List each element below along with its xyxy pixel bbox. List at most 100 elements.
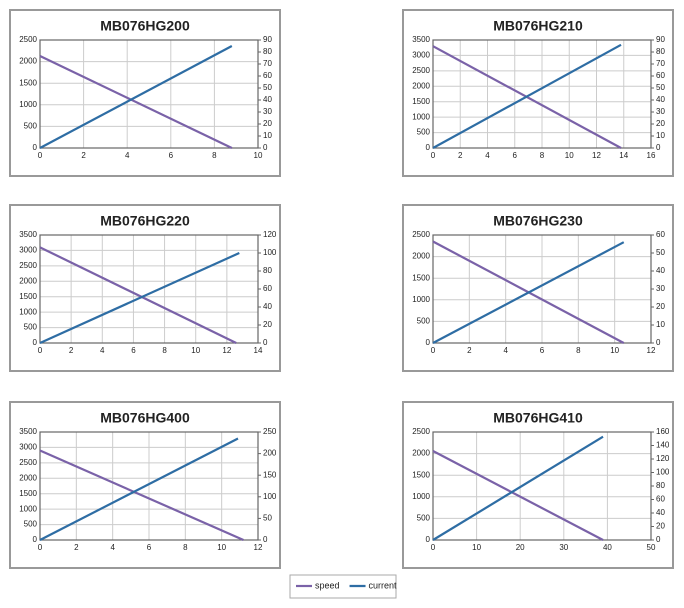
y2-tick-label: 20 (263, 320, 272, 329)
legend-label: current (369, 580, 398, 590)
plot-border (39, 431, 259, 541)
y2-tick-label: 20 (656, 522, 665, 531)
y2-tick-label: 100 (263, 248, 277, 257)
y-tick-label: 500 (417, 128, 431, 137)
legend-label: speed (315, 580, 340, 590)
x-tick-label: 4 (125, 151, 130, 160)
y2-tick-label: 50 (656, 248, 665, 257)
x-tick-label: 10 (610, 346, 619, 355)
y-tick-label: 1000 (19, 307, 37, 316)
x-tick-label: 12 (254, 543, 263, 552)
series-line (39, 437, 239, 541)
x-tick-label: 10 (191, 346, 200, 355)
x-tick-label: 0 (431, 346, 436, 355)
y2-tick-label: 90 (656, 35, 665, 44)
y-tick-label: 1000 (412, 492, 430, 501)
x-tick-label: 2 (458, 151, 463, 160)
y-tick-label: 500 (417, 514, 431, 523)
x-tick-label: 0 (431, 151, 436, 160)
x-tick-label: 14 (619, 151, 628, 160)
chart-frame (402, 401, 674, 569)
y-tick-label: 2500 (19, 261, 37, 270)
chart-title: MB076HG210 (493, 18, 583, 34)
y2-tick-label: 30 (263, 107, 272, 116)
y-tick-label: 0 (33, 535, 38, 544)
y-tick-label: 3000 (19, 246, 37, 255)
chart-frame (402, 9, 674, 177)
chart-title: MB076HG400 (100, 410, 190, 426)
x-tick-label: 4 (110, 543, 115, 552)
x-tick-label: 4 (503, 346, 508, 355)
y2-tick-label: 0 (656, 143, 661, 152)
y2-tick-label: 20 (656, 302, 665, 311)
y-tick-label: 1000 (19, 100, 37, 109)
chart-title: MB076HG200 (100, 18, 190, 34)
y2-tick-label: 20 (263, 119, 272, 128)
series-line (432, 435, 604, 541)
y2-tick-label: 250 (263, 427, 277, 436)
y2-tick-label: 0 (656, 535, 661, 544)
y-tick-label: 2000 (19, 276, 37, 285)
y2-tick-label: 140 (656, 441, 670, 450)
x-tick-label: 4 (100, 346, 105, 355)
y-tick-label: 500 (24, 122, 38, 131)
x-tick-label: 0 (431, 543, 436, 552)
x-tick-label: 0 (38, 151, 43, 160)
y-tick-label: 1500 (19, 489, 37, 498)
y2-tick-label: 30 (656, 107, 665, 116)
x-tick-label: 6 (147, 543, 152, 552)
y2-tick-label: 60 (263, 284, 272, 293)
x-tick-label: 4 (485, 151, 490, 160)
x-tick-label: 8 (212, 151, 217, 160)
y-tick-label: 3000 (19, 443, 37, 452)
y2-tick-label: 40 (263, 95, 272, 104)
y2-tick-label: 60 (263, 71, 272, 80)
x-tick-label: 10 (565, 151, 574, 160)
y2-tick-label: 160 (656, 427, 670, 436)
series-line (39, 246, 237, 344)
y-tick-label: 2000 (19, 57, 37, 66)
y2-tick-label: 10 (656, 320, 665, 329)
chart-title: MB076HG410 (493, 410, 583, 426)
plot-border (39, 234, 259, 344)
y-tick-label: 1000 (412, 112, 430, 121)
y-tick-label: 500 (24, 520, 38, 529)
y-tick-label: 2500 (19, 458, 37, 467)
y-tick-label: 3500 (19, 427, 37, 436)
y2-tick-label: 10 (263, 131, 272, 140)
y-tick-label: 2500 (412, 427, 430, 436)
y-tick-label: 1500 (412, 97, 430, 106)
y2-tick-label: 0 (263, 535, 268, 544)
chart-frame (9, 204, 281, 372)
plot-border (39, 39, 259, 149)
x-tick-label: 14 (254, 346, 263, 355)
y2-tick-label: 0 (656, 338, 661, 347)
y-tick-label: 0 (426, 338, 431, 347)
x-tick-label: 40 (603, 543, 612, 552)
y-tick-label: 2500 (412, 66, 430, 75)
y2-tick-label: 0 (263, 338, 268, 347)
x-tick-label: 8 (540, 151, 545, 160)
y-tick-label: 500 (24, 323, 38, 332)
x-tick-label: 2 (467, 346, 472, 355)
y2-tick-label: 0 (263, 143, 268, 152)
y-tick-label: 3500 (412, 35, 430, 44)
y-tick-label: 500 (417, 317, 431, 326)
series-line (39, 45, 233, 149)
x-tick-label: 6 (169, 151, 174, 160)
y2-tick-label: 40 (656, 266, 665, 275)
y-tick-label: 2000 (412, 81, 430, 90)
y-tick-label: 2500 (412, 230, 430, 239)
y2-tick-label: 60 (656, 71, 665, 80)
x-tick-label: 2 (69, 346, 74, 355)
y-tick-label: 3500 (19, 230, 37, 239)
legend: speed current (289, 574, 398, 599)
y-tick-label: 1500 (412, 273, 430, 282)
y2-tick-label: 10 (656, 131, 665, 140)
